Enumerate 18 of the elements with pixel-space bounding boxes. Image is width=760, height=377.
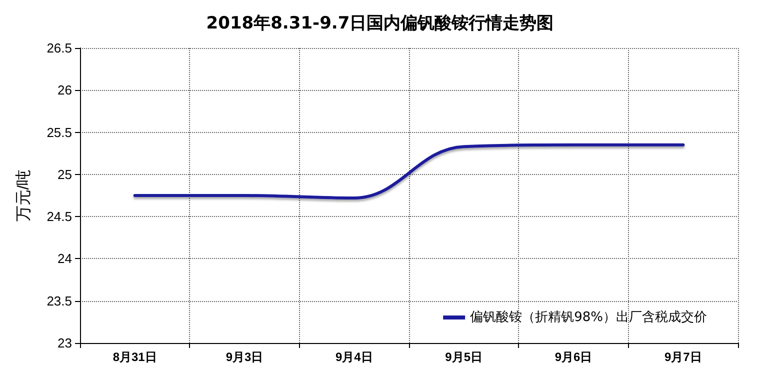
x-tick-label: 9月4日	[335, 350, 373, 364]
x-tick-label: 9月6日	[554, 350, 592, 364]
y-tick-label: 25	[58, 166, 72, 182]
y-axis-title: 万元/吨	[14, 169, 32, 222]
y-tick-label: 23	[58, 336, 72, 350]
y-tick-label: 25.5	[46, 124, 72, 140]
x-tick-label: 9月5日	[445, 350, 483, 364]
x-tick-label: 8月31日	[112, 350, 157, 364]
y-tick-label: 26	[58, 82, 72, 98]
x-tick-label: 9月7日	[664, 350, 702, 364]
y-tick-label: 26.5	[46, 40, 72, 56]
legend-label: 偏钒酸铵（折精钒98%）出厂含税成交价	[470, 309, 708, 325]
line-series	[133, 143, 685, 200]
x-tick-label: 9月3日	[226, 350, 264, 364]
y-tick-label: 23.5	[46, 293, 72, 308]
y-tick-label: 24	[58, 251, 72, 266]
chart-title: 2018年8.31-9.7日国内偏钒酸铵行情走势图	[206, 14, 554, 34]
y-tick-label: 24.5	[46, 209, 72, 224]
